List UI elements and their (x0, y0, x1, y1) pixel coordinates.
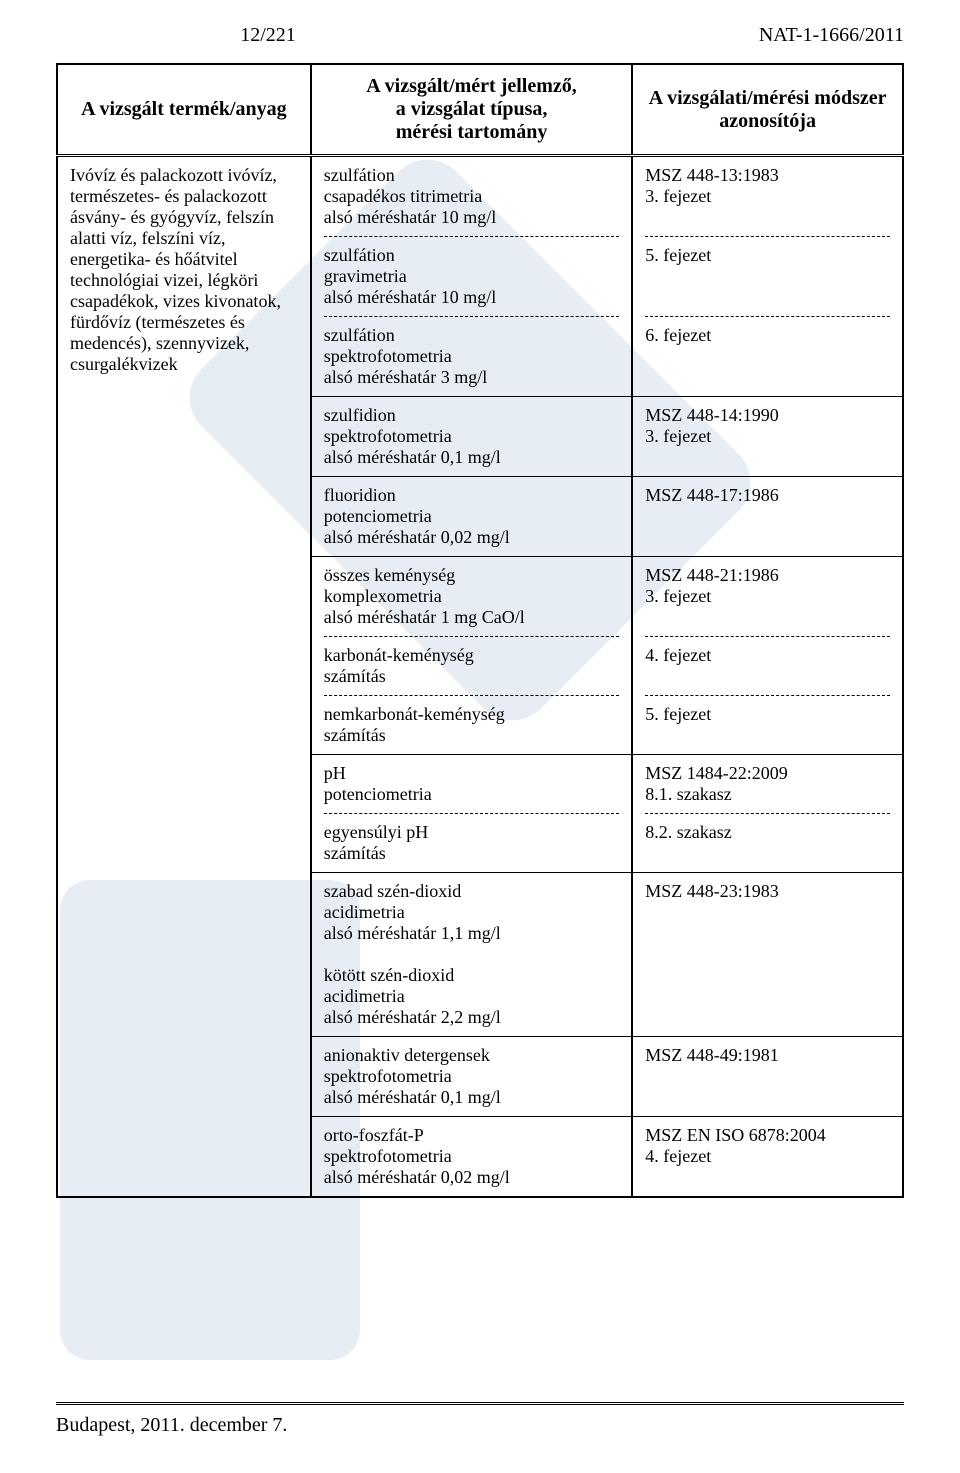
footer-text: Budapest, 2011. december 7. (56, 1414, 904, 1437)
param-entry: nemkarbonát-keménység számítás (324, 695, 619, 746)
method-group: MSZ EN ISO 6878:2004 4. fejezet (633, 1116, 902, 1196)
method-entry: MSZ 1484-22:2009 8.1. szakasz (645, 763, 890, 805)
param-entry: fluoridion potenciometria alsó méréshatá… (324, 485, 619, 548)
method-group: MSZ 1484-22:2009 8.1. szakasz 8.2. szakas… (633, 754, 902, 872)
page-header: 12/221 NAT-1-1666/2011 (56, 24, 904, 47)
method-entry: 5. fejezet (645, 695, 890, 746)
param-entry: szabad szén-dioxid acidimetria alsó méré… (324, 881, 619, 1028)
param-entry: egyensúlyi pH számítás (324, 813, 619, 864)
param-entry: összes keménység komplexometria alsó mér… (324, 565, 619, 628)
param-entry: szulfátion gravimetria alsó méréshatár 1… (324, 236, 619, 308)
param-entry: szulfátion spektrofotometria alsó mérésh… (324, 316, 619, 388)
table-header-row: A vizsgált termék/anyag A vizsgált/mért … (57, 64, 903, 156)
method-group: MSZ 448-17:1986 (633, 476, 902, 556)
param-entry: szulfidion spektrofotometria alsó mérésh… (324, 405, 619, 468)
param-group: összes keménység komplexometria alsó mér… (312, 556, 631, 754)
document-id: NAT-1-1666/2011 (480, 24, 904, 47)
method-entry: MSZ 448-23:1983 (645, 881, 890, 1028)
method-entry: 4. fejezet (645, 636, 890, 687)
param-entry: anionaktiv detergensek spektrofotometria… (324, 1045, 619, 1108)
param-entry: karbonát-keménység számítás (324, 636, 619, 687)
param-entry: pH potenciometria (324, 763, 619, 805)
column-header-product: A vizsgált termék/anyag (57, 64, 311, 156)
param-group: szulfidion spektrofotometria alsó mérésh… (312, 396, 631, 476)
param-group: pH potenciometria egyensúlyi pH számítás (312, 754, 631, 872)
param-group: anionaktiv detergensek spektrofotometria… (312, 1036, 631, 1116)
table-row: Ivóvíz és palackozott ivóvíz, természete… (57, 156, 903, 1198)
product-cell: Ivóvíz és palackozott ivóvíz, természete… (58, 157, 310, 383)
method-entry: MSZ 448-17:1986 (645, 485, 890, 548)
method-entry: 8.2. szakasz (645, 813, 890, 864)
column-header-method: A vizsgálati/mérési módszer azonosítója (632, 64, 903, 156)
method-entry: MSZ 448-49:1981 (645, 1045, 890, 1108)
data-table: A vizsgált termék/anyag A vizsgált/mért … (56, 63, 904, 1198)
page-number: 12/221 (56, 24, 480, 47)
column-header-parameter: A vizsgált/mért jellemző, a vizsgálat tí… (311, 64, 632, 156)
param-entry: orto-foszfát-P spektrofotometria alsó mé… (324, 1125, 619, 1188)
method-entry: MSZ EN ISO 6878:2004 4. fejezet (645, 1125, 890, 1188)
param-group: orto-foszfát-P spektrofotometria alsó mé… (312, 1116, 631, 1196)
method-group: MSZ 448-21:1986 3. fejezet 4. fejezet 5. f… (633, 556, 902, 754)
method-entry: MSZ 448-13:1983 3. fejezet (645, 165, 890, 228)
method-group: MSZ 448-49:1981 (633, 1036, 902, 1116)
method-entry: 6. fejezet (645, 316, 890, 388)
page: 12/221 NAT-1-1666/2011 A vizsgált termék… (0, 0, 960, 1473)
footer-rule (56, 1402, 904, 1406)
method-entry: MSZ 448-14:1990 3. fejezet (645, 405, 890, 468)
method-entry: 5. fejezet (645, 236, 890, 308)
param-group: szulfátion csapadékos titrimetria alsó m… (312, 157, 631, 396)
page-footer: Budapest, 2011. december 7. (56, 1402, 904, 1437)
method-entry: MSZ 448-21:1986 3. fejezet (645, 565, 890, 628)
param-entry: szulfátion csapadékos titrimetria alsó m… (324, 165, 619, 228)
method-group: MSZ 448-23:1983 (633, 872, 902, 1036)
method-group: MSZ 448-14:1990 3. fejezet (633, 396, 902, 476)
param-group: fluoridion potenciometria alsó méréshatá… (312, 476, 631, 556)
method-group: MSZ 448-13:1983 3. fejezet 5. fejezet 6. f… (633, 157, 902, 396)
param-group: szabad szén-dioxid acidimetria alsó méré… (312, 872, 631, 1036)
